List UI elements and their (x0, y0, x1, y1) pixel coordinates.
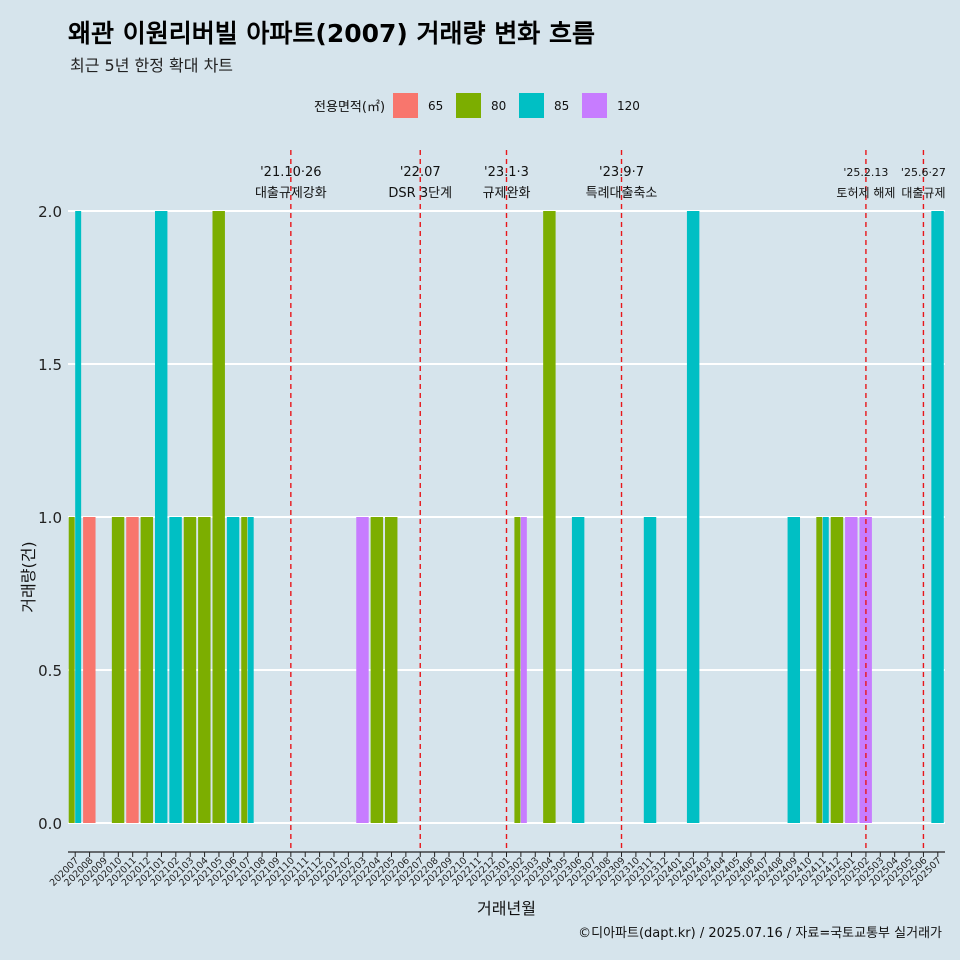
y-tick-label: 2.0 (38, 203, 62, 221)
legend-swatch-120 (582, 93, 608, 118)
bar-80-202302 (514, 517, 521, 823)
legend-item-120: 120 (582, 93, 640, 118)
bar-65-202008 (83, 517, 96, 823)
legend-label-85: 85 (554, 98, 570, 113)
legend-swatch-80 (456, 93, 482, 118)
bar-80-202412 (830, 517, 844, 823)
legend: 전용면적(㎡) 65 80 85 120 (0, 93, 960, 118)
chart-subtitle: 최근 5년 한정 확대 차트 (70, 56, 234, 75)
event-label: DSR 3단계 (388, 186, 452, 201)
bar-120-202302 (520, 517, 527, 823)
bar-85-202411 (822, 517, 829, 823)
legend-swatch-85 (519, 93, 545, 118)
event-date: '25.2.13 (843, 166, 888, 179)
bar-85-202306 (571, 517, 585, 823)
event-label: 대출규제 (901, 186, 945, 200)
bar-80-202204 (370, 517, 384, 823)
bar-85-202507 (931, 211, 944, 823)
legend-label-65: 65 (428, 98, 444, 113)
legend-label-120: 120 (617, 98, 640, 113)
event-label: 규제완화 (483, 186, 531, 201)
bar-80-202007 (68, 517, 75, 823)
y-tick-label: 0.5 (38, 662, 62, 680)
bar-80-202103 (183, 517, 197, 823)
bar-80-202010 (111, 517, 125, 823)
bar-85-202106 (226, 517, 240, 823)
bar-80-202304 (543, 211, 556, 823)
bar-80-202104 (198, 517, 211, 823)
bar-85-202107 (247, 517, 254, 823)
bar-85-202311 (643, 517, 657, 823)
bar-80-202105 (212, 211, 225, 823)
bar-85-202007 (75, 211, 82, 823)
source-caption: ©디아파트(dapt.kr) / 2025.07.16 / 자료=국토교통부 실… (578, 926, 942, 941)
event-label: 특례대출축소 (586, 186, 658, 201)
bar-120-202203 (356, 517, 369, 823)
event-date: '21.10·26 (260, 165, 321, 180)
legend-item-65: 65 (393, 93, 450, 118)
bar-85-202102 (169, 517, 182, 823)
bar-65-202011 (126, 517, 139, 823)
event-date: '22.07 (400, 165, 441, 180)
y-axis-title: 거래량(건) (19, 541, 38, 612)
bar-80-202012 (140, 517, 154, 823)
bar-85-202409 (787, 517, 801, 823)
legend-title: 전용면적(㎡) (314, 100, 386, 115)
event-label: 토허제 해제 (836, 186, 895, 200)
y-tick-label: 0.0 (38, 815, 62, 833)
bar-85-202101 (154, 211, 168, 823)
legend-label-80: 80 (491, 98, 507, 113)
event-label: 대출규제강화 (255, 186, 327, 201)
event-date: '23.1·3 (484, 165, 529, 180)
y-tick-label: 1.0 (38, 509, 62, 527)
bar-120-202501 (845, 517, 858, 823)
legend-item-80: 80 (456, 93, 513, 118)
y-tick-label: 1.5 (38, 356, 62, 374)
event-date: '23.9·7 (599, 165, 644, 180)
legend-swatch-65 (393, 93, 419, 118)
bar-85-202402 (686, 211, 700, 823)
legend-item-85: 85 (519, 93, 576, 118)
event-date: '25.6·27 (901, 166, 946, 179)
bar-80-202205 (385, 517, 398, 823)
chart-title: 왜관 이원리버빌 아파트(2007) 거래량 변화 흐름 (68, 19, 595, 48)
bar-80-202107 (241, 517, 248, 823)
bar-120-202502 (859, 517, 872, 823)
bar-80-202411 (816, 517, 823, 823)
x-axis-title: 거래년월 (477, 899, 536, 918)
